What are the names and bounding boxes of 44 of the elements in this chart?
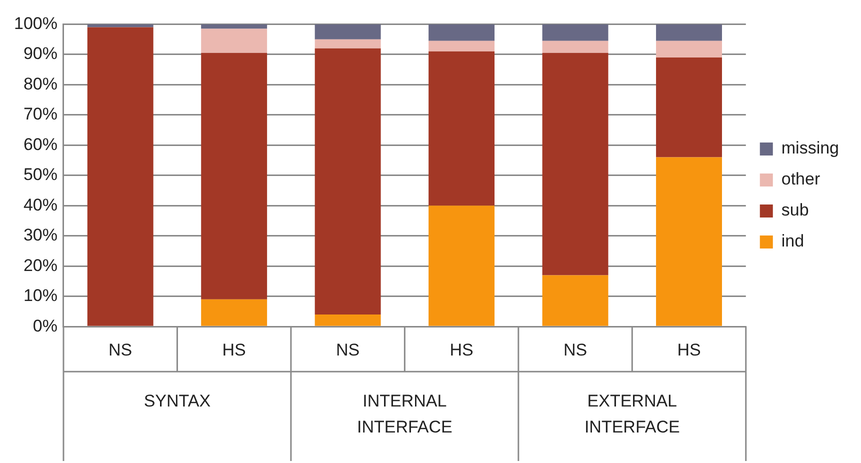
y-tick-label: 80% [23,74,58,94]
bar [428,51,495,206]
bar [314,39,381,48]
x-tick-label: NS [336,340,360,360]
bar [542,24,608,41]
y-tick-label: 60% [23,134,58,154]
y-tick-label: 0% [32,316,58,336]
text: EXTERNAL INTERFACE [584,391,680,436]
y-tick-label: 100% [14,14,58,33]
y-tick-label: 40% [23,195,58,214]
x-tick-label: HS [450,340,474,360]
bar [428,24,495,41]
y-tick-label: 30% [23,226,58,245]
bar [428,206,495,326]
bar [656,24,722,41]
y-tick-label: 20% [23,256,58,275]
bar [314,48,381,315]
text: SYNTAX [144,391,211,410]
y-tick-label: 70% [23,104,58,124]
bar [656,157,722,326]
bar [428,40,495,52]
y-tick-label: 50% [23,165,58,184]
y-tick-label: 90% [23,44,58,64]
bar [542,52,608,276]
bar [656,57,722,158]
bar [201,52,268,300]
y-tick-label: 10% [23,286,58,306]
bar [542,40,608,53]
bar [314,314,381,326]
text: INTERNAL INTERFACE [356,391,452,436]
x-tick-label: HS [677,340,701,360]
x-tick-label: NS [108,340,132,360]
bar [656,40,722,58]
bar [314,24,381,40]
bar [542,275,608,326]
x-tick-label: NS [563,340,588,360]
bar [201,28,268,53]
bar [201,299,268,326]
legend-label: sub [781,200,809,220]
bar [87,27,154,326]
x-tick-label: HS [222,340,246,360]
legend-label: missing [781,138,839,158]
legend-label: ind [781,232,804,251]
legend-label: other [781,170,820,189]
